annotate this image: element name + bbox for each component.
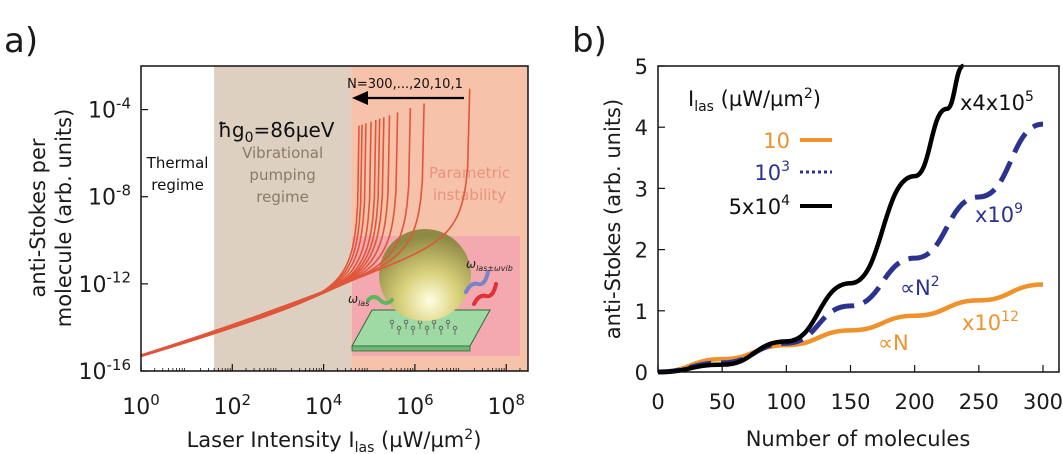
- inset-molecule: [424, 325, 430, 331]
- n-arrow-head: [352, 91, 368, 105]
- b-ytick-label-4: 4: [635, 116, 648, 140]
- a-ytick-label-3: 10-4: [88, 94, 131, 123]
- b-xtick-label-1: 50: [709, 390, 736, 414]
- scale-label-1: x109: [975, 201, 1023, 227]
- legend-label-2: 5x104: [729, 193, 791, 219]
- region-label-0-0: Thermal: [146, 154, 209, 172]
- b-xtick-label-2: 100: [766, 390, 806, 414]
- panel-a-xlabel: Laser Intensity Ilas (µW/µm2): [187, 427, 482, 454]
- region-label-0-1: regime: [151, 176, 204, 194]
- inset-molecule: [438, 325, 444, 331]
- scale-label-0: x1012: [962, 309, 1019, 335]
- legend-title: Ilas (µW/µm2): [688, 86, 821, 115]
- legend: Ilas (µW/µm2) 10 103 5x104: [688, 86, 832, 219]
- region-label-1-1: pumping: [249, 166, 315, 184]
- a-xtick-label-2: 104: [305, 391, 343, 420]
- b-xtick-label-4: 200: [895, 390, 935, 414]
- panel-b-xlabel: Number of molecules: [746, 427, 971, 451]
- coupling-label: ħg0=86µeV: [218, 118, 335, 146]
- inset-substrate-edge: [351, 345, 471, 352]
- legend-label-0: 10: [763, 129, 790, 153]
- a-xtick-label-3: 106: [396, 391, 434, 420]
- region-1: [214, 66, 352, 371]
- b-ytick-label-0: 0: [635, 361, 648, 385]
- inset-nanoparticle: [379, 229, 471, 321]
- b-ytick-label-3: 3: [635, 177, 648, 201]
- inset-outgoing-wave-red: [472, 282, 498, 306]
- proportional-label-1: ∝N2: [900, 274, 940, 300]
- panel-a-ylabel-line1: anti-Stokes per: [26, 138, 50, 297]
- region-0: [141, 66, 215, 371]
- b-xtick-label-3: 150: [830, 390, 870, 414]
- inset-molecule: [403, 319, 409, 325]
- b-ytick-label-5: 5: [635, 55, 648, 79]
- region-label-1-2: regime: [256, 188, 309, 206]
- region-label-2-0: Parametric: [429, 164, 510, 182]
- inset-molecule: [431, 319, 437, 325]
- n-arrow-label: N=300,...,20,10,1: [347, 77, 463, 92]
- panel-a-ylabel-line2: molecule (arb. units): [52, 109, 76, 328]
- panel-a: a) Thermal regime Vibrational pumping regime…: [4, 21, 529, 454]
- panel-a-frame: [140, 65, 529, 372]
- b-xtick-label-0: 0: [651, 390, 664, 414]
- inset-incoming-wave: [366, 295, 394, 305]
- inset-molecule: [396, 325, 402, 331]
- inset-molecule: [452, 325, 458, 331]
- inset-molecule: [389, 319, 395, 325]
- panel-b-ylabel: anti-Stokes (arb. units): [601, 99, 625, 339]
- panel-a-label: a): [4, 21, 38, 61]
- b-xtick-label-6: 300: [1023, 390, 1063, 414]
- a-xtick-label-4: 108: [487, 391, 525, 420]
- b-ytick-label-2: 2: [635, 239, 648, 263]
- curve-N-1: [140, 88, 471, 356]
- a-ytick-label-0: 10-16: [79, 356, 132, 385]
- panel-b-label: b): [572, 21, 607, 61]
- panel-b: b) 0 50 100 150 200 250 300 0 1 2 3 4 5 Ilas (µW/µm2…: [572, 21, 1063, 451]
- b-series-2: [657, 63, 965, 375]
- inset-outgoing-wave-blue: [464, 270, 490, 294]
- b-ytick-label-1: 1: [635, 300, 648, 324]
- scale-label-2: x4x105: [960, 89, 1034, 115]
- a-xtick-label-0: 100: [122, 391, 160, 420]
- a-ytick-label-2: 10-8: [88, 181, 131, 210]
- region-label-2-1: instability: [433, 186, 506, 204]
- inset-molecule: [445, 319, 451, 325]
- b-series-0: [657, 282, 1044, 375]
- a-xtick-label-1: 102: [214, 391, 252, 420]
- inset-label-out: ωlas±ωvib: [466, 257, 513, 273]
- inset-label-in: ωlas: [348, 292, 369, 308]
- inset-molecule: [410, 325, 416, 331]
- a-ytick-label-1: 10-12: [79, 269, 132, 298]
- proportional-label-0: ∝N: [878, 331, 909, 355]
- panel-b-frame: [657, 65, 1060, 373]
- b-xtick-label-5: 250: [959, 390, 999, 414]
- legend-label-1: 103: [754, 159, 790, 185]
- region-label-1-0: Vibrational: [242, 144, 323, 162]
